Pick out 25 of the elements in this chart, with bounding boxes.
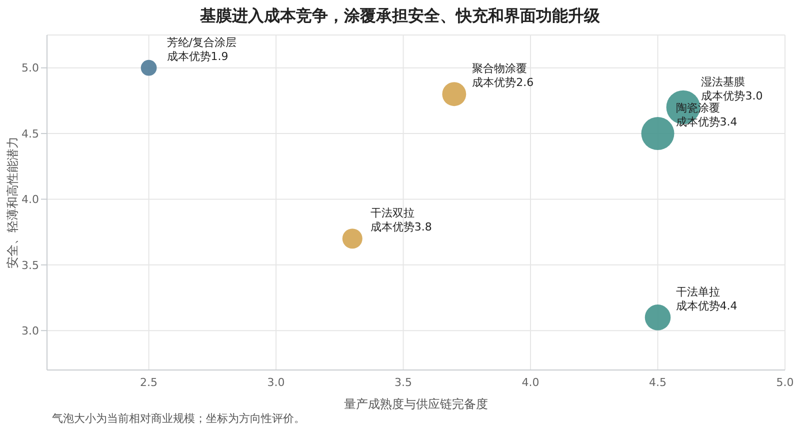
y-tick-label: 3.0: [22, 324, 39, 338]
x-tick-label: 2.5: [140, 376, 158, 389]
x-tick-label: 4.5: [649, 376, 667, 389]
annotation: 干法双拉: [370, 206, 414, 220]
y-axis-title: 安全、轻薄和高性能潜力: [5, 136, 20, 268]
annotation: 干法单拉: [676, 285, 720, 298]
x-tick-label: 4.0: [522, 376, 540, 389]
annotation: 成本优势3.8: [370, 220, 432, 234]
annotation: 成本优势3.0: [701, 89, 763, 102]
y-tick-label: 3.5: [22, 258, 39, 272]
x-tick-label: 3.5: [394, 376, 412, 389]
x-axis-title: 量产成熟度与供应链完备度: [344, 397, 488, 411]
text: 气泡大小为当前相对商业规模；坐标为方向性评价。: [52, 411, 305, 426]
x-tick-label: 3.0: [267, 376, 285, 389]
chart-title: 基膜进入成本竞争，涂覆承担安全、快充和界面功能升级: [199, 6, 601, 27]
annotation: 成本优势1.9: [166, 50, 228, 63]
y-tick-label: 4.5: [22, 127, 39, 140]
annotation: 成本优势2.6: [472, 76, 534, 90]
y-tick-label: 5.0: [22, 62, 39, 75]
y-tick-label: 4.0: [22, 193, 39, 206]
x-tick-label: 5.0: [776, 376, 794, 389]
annotation: 成本优势4.4: [676, 299, 738, 312]
annotation: 聚合物涂覆: [472, 62, 528, 76]
annotation: 芳纶/复合涂层: [166, 36, 237, 49]
annotation: 湿法基膜: [701, 75, 746, 88]
